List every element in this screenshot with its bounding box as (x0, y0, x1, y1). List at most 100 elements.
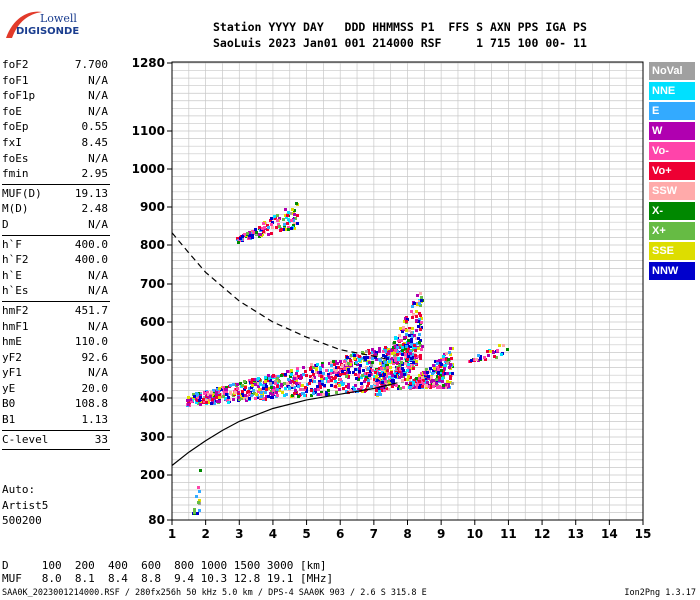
echo-point (448, 366, 451, 369)
legend-item: Vo+ (649, 162, 695, 180)
legend-item: NNW (649, 262, 695, 280)
echo-point (330, 361, 333, 364)
echo-point (258, 233, 261, 236)
echo-point (187, 396, 190, 399)
echo-point (392, 346, 395, 349)
echo-point (216, 388, 219, 391)
param-value: N/A (88, 151, 108, 165)
echo-point (437, 368, 440, 371)
echo-point (314, 391, 317, 394)
echo-point (363, 380, 366, 383)
echo-point (446, 362, 449, 365)
echo-point (193, 397, 196, 400)
echo-point (449, 372, 452, 375)
echo-point (409, 352, 412, 355)
echo-point (493, 355, 496, 358)
echo-point (368, 374, 371, 377)
echo-point (241, 390, 244, 393)
echo-point (383, 373, 386, 376)
echo-point (345, 363, 348, 366)
echo-point (445, 352, 448, 355)
echo-point (258, 235, 261, 238)
echo-point (345, 390, 348, 393)
echo-point (382, 364, 385, 367)
echo-point (272, 374, 275, 377)
echo-point (317, 371, 320, 374)
echo-point (431, 379, 434, 382)
echo-point (248, 231, 251, 234)
echo-point (374, 353, 377, 356)
echo-point (398, 334, 401, 337)
echo-point (371, 369, 374, 372)
echo-point (441, 365, 444, 368)
echo-point (364, 378, 367, 381)
param-value: N/A (88, 217, 108, 231)
echo-point (312, 366, 315, 369)
echo-point (313, 380, 316, 383)
echo-point (220, 388, 223, 391)
echo-point (369, 366, 372, 369)
x-tick-label: 6 (336, 527, 344, 541)
echo-point (248, 387, 251, 390)
echo-point (407, 363, 410, 366)
echo-point (298, 382, 301, 385)
echo-point (401, 367, 404, 370)
chart-curves (171, 232, 398, 466)
echo-point (409, 350, 412, 353)
echo-point (188, 401, 191, 404)
echo-point (347, 386, 350, 389)
echo-point (195, 401, 198, 404)
echo-point (325, 377, 328, 380)
echo-point (272, 386, 275, 389)
echo-point (290, 227, 293, 230)
param-name: B0 (2, 397, 16, 411)
echo-point (236, 383, 239, 386)
echo-point (437, 372, 440, 375)
echo-point (276, 219, 279, 222)
echo-point (309, 379, 312, 382)
echo-point (411, 305, 414, 308)
y-tick-label: 400 (140, 391, 165, 405)
echo-point (387, 372, 390, 375)
echo-point (443, 367, 446, 370)
param-row: foEs N/A (2, 152, 110, 168)
y-tick-label: 900 (140, 200, 165, 214)
echo-point (432, 385, 435, 388)
echo-point (250, 232, 253, 235)
echo-point (308, 382, 311, 385)
param-name: hmF2 (2, 303, 29, 317)
echo-point (250, 394, 253, 397)
echo-point (393, 373, 396, 376)
echo-point (262, 397, 265, 400)
echo-point (335, 382, 338, 385)
echo-point (335, 374, 338, 377)
y-tick-label: 700 (140, 277, 165, 291)
echo-point (399, 327, 402, 330)
echo-point (199, 403, 202, 406)
echo-point (378, 350, 381, 353)
echo-point (357, 388, 360, 391)
echo-point (316, 385, 319, 388)
echo-point (391, 376, 394, 379)
echo-point (371, 351, 374, 354)
echo-point (209, 395, 212, 398)
param-row: foF1p N/A (2, 89, 110, 105)
echo-point (365, 350, 368, 353)
echo-point (395, 361, 398, 364)
echo-point (353, 388, 356, 391)
echo-point (334, 385, 337, 388)
echo-point (447, 358, 450, 361)
echo-point (276, 381, 279, 384)
echo-point (444, 364, 447, 367)
echo-point (425, 368, 428, 371)
param-name: foEp (2, 120, 29, 134)
echo-point (398, 364, 401, 367)
echo-point (374, 382, 377, 385)
param-name: M(D) (2, 202, 29, 216)
echo-point (341, 364, 344, 367)
echo-point (358, 355, 361, 358)
echo-point (293, 227, 296, 230)
echo-point (339, 373, 342, 376)
echo-point (365, 366, 368, 369)
echo-point (288, 386, 291, 389)
